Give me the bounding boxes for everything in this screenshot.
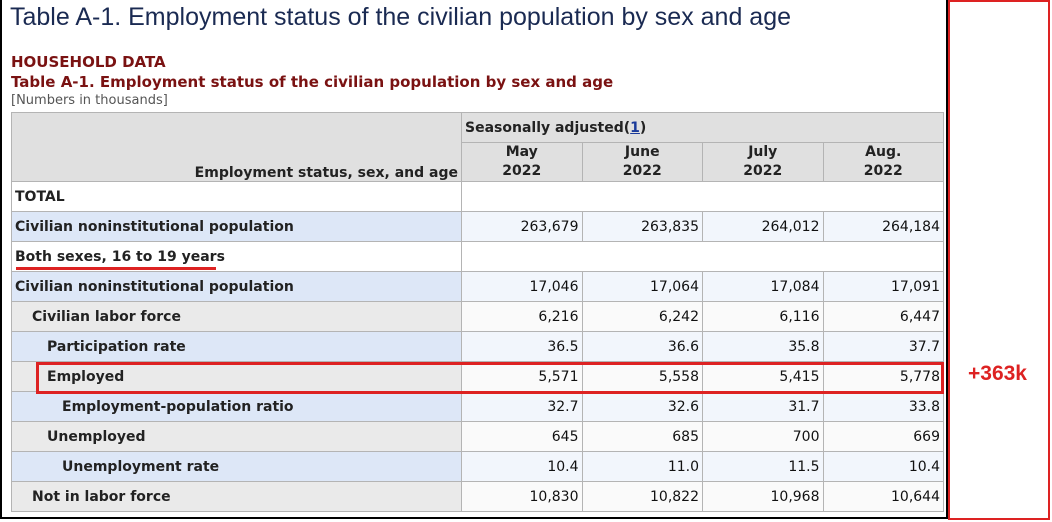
column-header-may: May 2022	[461, 142, 583, 182]
row-label: Civilian labor force	[11, 301, 462, 332]
employment-table: Employment status, sex, and age Seasonal…	[11, 112, 944, 512]
value-cell: 5,571	[461, 361, 583, 392]
row-label: Both sexes, 16 to 19 years	[11, 241, 462, 272]
value-cell: 36.6	[581, 331, 703, 362]
value-cell: 10,644	[822, 481, 944, 512]
footnote-link[interactable]: 1	[630, 119, 640, 136]
value-cell: 17,091	[822, 271, 944, 302]
table-row: Civilian noninstitutional population 263…	[11, 211, 944, 242]
annotation-change-label: +363k	[968, 362, 1027, 385]
employed-row-highlight-box	[36, 362, 944, 394]
row-label: Civilian noninstitutional population	[11, 211, 462, 242]
value-cell: 17,084	[702, 271, 824, 302]
value-cell: 6,116	[702, 301, 824, 332]
table-row-total-heading: TOTAL	[11, 181, 944, 212]
table-frame: Table A-1. Employment status of the civi…	[0, 0, 948, 519]
value-cell: 669	[822, 421, 944, 452]
column-header-june: June 2022	[581, 142, 703, 182]
value-cell: 264,184	[822, 211, 944, 242]
table-row: Civilian noninstitutional population 17,…	[11, 271, 944, 302]
annotation-underline	[16, 267, 216, 270]
value-cell: 264,012	[702, 211, 824, 242]
row-label: Employment-population ratio	[11, 391, 462, 422]
table-row: Not in labor force 10,830 10,822 10,968 …	[11, 481, 944, 512]
value-cell: 263,835	[581, 211, 703, 242]
value-cell: 10.4	[461, 451, 583, 482]
table-row: Unemployment rate 10.4 11.0 11.5 10.4	[11, 451, 944, 482]
table-title: Table A-1. Employment status of the civi…	[11, 73, 614, 91]
empty-cell	[461, 181, 944, 212]
row-label: Unemployed	[11, 421, 462, 452]
value-cell: 10,968	[702, 481, 824, 512]
units-note: [Numbers in thousands]	[11, 93, 168, 108]
value-cell: 6,447	[822, 301, 944, 332]
column-header-aug: Aug. 2022	[822, 142, 944, 182]
table-row-employed: Employed 5,571 5,558 5,415 5,778	[11, 361, 944, 392]
value-cell: 6,242	[581, 301, 703, 332]
table-row: Unemployed 645 685 700 669	[11, 421, 944, 452]
value-cell: 645	[461, 421, 583, 452]
row-label: Employed	[11, 361, 462, 392]
value-cell: 685	[581, 421, 703, 452]
page-title: Table A-1. Employment status of the civi…	[10, 3, 792, 31]
group-header: Seasonally adjusted(1)	[461, 112, 944, 143]
table-row-group-heading: Both sexes, 16 to 19 years	[11, 241, 944, 272]
table-row: Civilian labor force 6,216 6,242 6,116 6…	[11, 301, 944, 332]
value-cell: 32.6	[581, 391, 703, 422]
row-label: Civilian noninstitutional population	[11, 271, 462, 302]
value-cell: 10.4	[822, 451, 944, 482]
value-cell: 35.8	[702, 331, 824, 362]
value-cell: 32.7	[461, 391, 583, 422]
value-cell: 10,822	[581, 481, 703, 512]
column-header-july: July 2022	[702, 142, 824, 182]
value-cell: 11.5	[702, 451, 824, 482]
table-row: Participation rate 36.5 36.6 35.8 37.7	[11, 331, 944, 362]
value-cell: 17,046	[461, 271, 583, 302]
value-cell: 33.8	[822, 391, 944, 422]
table-row: Employment-population ratio 32.7 32.6 31…	[11, 391, 944, 422]
annotation-side-box	[948, 0, 1050, 520]
household-data-label: HOUSEHOLD DATA	[11, 53, 166, 71]
row-label: Unemployment rate	[11, 451, 462, 482]
group-header-label: Seasonally adjusted	[465, 119, 624, 136]
value-cell: 17,064	[581, 271, 703, 302]
value-cell: 6,216	[461, 301, 583, 332]
value-cell: 31.7	[702, 391, 824, 422]
value-cell: 36.5	[461, 331, 583, 362]
stub-header: Employment status, sex, and age	[11, 112, 462, 182]
row-label: TOTAL	[11, 181, 462, 212]
value-cell: 37.7	[822, 331, 944, 362]
row-label: Not in labor force	[11, 481, 462, 512]
row-label: Participation rate	[11, 331, 462, 362]
value-cell: 263,679	[461, 211, 583, 242]
empty-cell	[461, 241, 944, 272]
value-cell: 11.0	[581, 451, 703, 482]
value-cell: 10,830	[461, 481, 583, 512]
value-cell: 700	[702, 421, 824, 452]
